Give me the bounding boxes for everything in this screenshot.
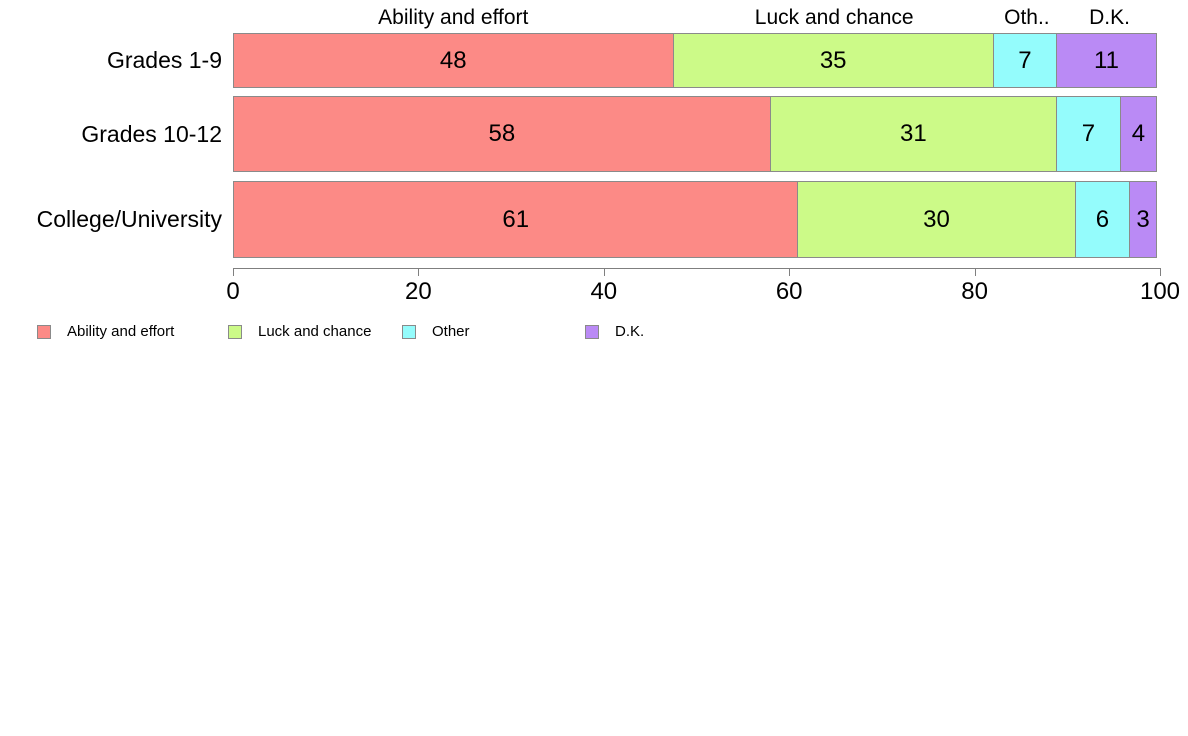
bar-segment[interactable]: 7 [1056,96,1121,172]
bar-segment[interactable]: 7 [992,33,1058,88]
bar-segment[interactable]: 4 [1119,96,1157,172]
bar-segment[interactable]: 3 [1129,181,1157,258]
x-axis-tick [603,269,605,276]
x-axis-tick-label: 0 [226,278,240,305]
bar-value-label: 30 [923,205,950,233]
x-axis-tick-label: 40 [590,278,618,305]
bar-value-label: 61 [502,205,530,233]
legend-swatch-icon [585,324,599,339]
legend-item[interactable]: Other [402,323,470,340]
x-axis-tick-label: 80 [961,278,988,305]
legend-item[interactable]: Ability and effort [37,323,174,340]
legend: Ability and effort Luck and chance Other D.… [0,323,1188,343]
bar-segment[interactable]: 6 [1074,181,1131,258]
legend-swatch-icon [37,324,51,339]
bar-value-label: 58 [488,120,516,147]
bar-value-label: 48 [439,46,467,74]
legend-item[interactable]: D.K. [585,323,644,340]
bar-segment[interactable]: 11 [1056,33,1157,88]
column-header: D.K. [1059,5,1160,31]
bar-value-label: 11 [1094,46,1119,74]
bar-segment[interactable]: 35 [672,33,994,88]
bar-value-label: 7 [1081,120,1096,147]
bar-row: 48 35 7 11 [233,33,1160,88]
bar-value-label: 35 [819,46,847,74]
column-header-label: Oth.. [1004,6,1050,29]
legend-item[interactable]: Luck and chance [228,323,371,340]
bar-value-label: 6 [1095,205,1110,233]
legend-swatch-icon [228,324,242,339]
bar-row: 58 31 7 4 [233,96,1160,172]
column-header-label: Ability and effort [378,6,529,29]
legend-label: Ability and effort [67,323,175,340]
column-header-label: Luck and chance [754,6,914,29]
x-axis-tick [974,269,976,276]
legend-label: D.K. [615,323,645,340]
bar-segment[interactable]: 30 [797,181,1076,258]
column-header: Ability and effort [233,5,674,31]
column-header: Oth.. [995,5,1059,31]
legend-label: Other [432,323,470,340]
x-axis-tick-label: 20 [405,278,432,305]
column-headers: Ability and effort Luck and chance Oth.. D.… [233,5,1160,31]
category-labels: Grades 1-9 Grades 10-12 College/University [0,33,222,259]
column-header: Luck and chance [674,5,995,31]
bar-segment[interactable]: 61 [233,181,799,258]
bar-segment[interactable]: 48 [233,33,674,88]
x-axis-tick [789,269,791,276]
bar-value-label: 4 [1131,120,1146,147]
category-label: Grades 10-12 [81,120,222,147]
x-axis-tick [1160,269,1161,276]
category-label: College/University [36,206,222,232]
bar-value-label: 31 [899,120,927,147]
bar-row: 61 30 6 3 [233,181,1160,258]
plot-area: 48 35 7 11 58 31 7 4 61 30 6 3 [233,33,1160,259]
bar-segment[interactable]: 31 [769,96,1058,172]
legend-swatch-icon [402,324,416,339]
x-axis-tick [233,269,234,276]
legend-label: Luck and chance [258,323,372,340]
bar-segment[interactable]: 58 [233,96,771,172]
x-axis-tick [418,269,420,276]
category-label: Grades 1-9 [106,47,222,73]
bar-value-label: 3 [1136,205,1150,233]
x-axis-line [233,268,1161,269]
x-axis-tick-label: 60 [775,278,803,305]
column-header-label: D.K. [1089,6,1130,29]
bar-value-label: 7 [1018,46,1032,74]
x-axis-tick-label: 100 [1139,278,1181,305]
